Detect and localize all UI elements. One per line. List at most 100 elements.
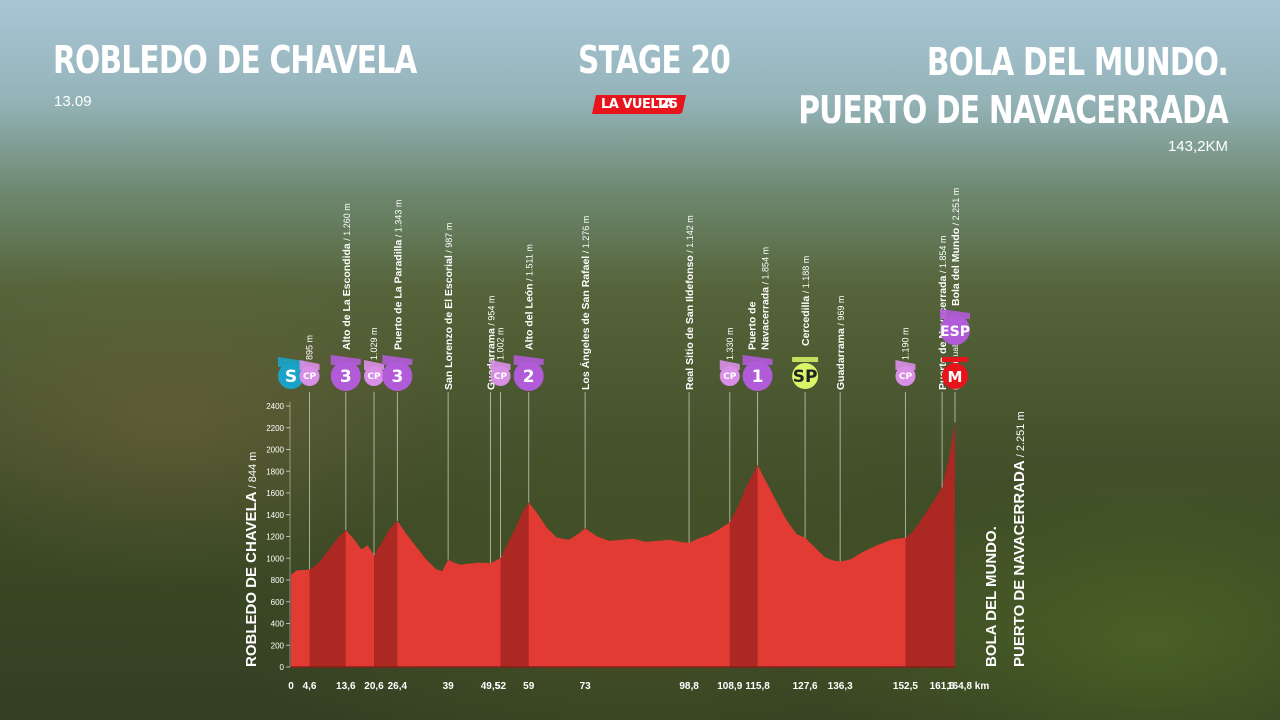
point-altitude: / 1.511 m: [525, 244, 535, 283]
point-altitude-only: 1.330 m: [725, 327, 735, 360]
badge-text: CP: [723, 372, 737, 382]
point-altitude: / 1.854 m: [938, 236, 948, 276]
finish-vertical-label-line1: BOLA DEL MUNDO.: [983, 526, 1000, 667]
badge-shape: [792, 363, 819, 389]
stage-date: 13.09: [54, 93, 92, 110]
point-badge-cp: CP: [364, 360, 384, 386]
point-label: Bola del Mundo / 2.251 m: [950, 188, 962, 306]
point-badge-sp: SP: [792, 357, 819, 389]
x-tick-label: 161,6: [930, 681, 955, 692]
badge-flag: [940, 309, 970, 319]
x-tick-label: 73: [580, 681, 592, 692]
point-label: Alto del León / 1.511 m: [524, 244, 536, 350]
climb-segment-shade: [309, 422, 346, 667]
badge-shape: [719, 366, 740, 386]
point-name: Navacerrada: [760, 287, 772, 350]
point-name: Real Sitio de San Ildefonso: [684, 255, 696, 390]
x-tick-label: 26,4: [388, 681, 408, 692]
point-label: Cercedilla / 1.188 m: [800, 256, 812, 346]
start-town-altitude: / 844 m: [247, 452, 259, 492]
badge-text: CP: [494, 372, 508, 382]
x-tick-label: 49,5: [481, 681, 501, 692]
badge-shape: [330, 361, 361, 391]
finish-badge-checker: [942, 357, 968, 362]
x-tick-label: 20,6: [364, 681, 384, 692]
point-name: Alto de La Escondida: [341, 243, 353, 350]
badge-shape: [940, 315, 970, 345]
point-name: San Lorenzo de El Escorial: [443, 255, 455, 390]
badge-flag: [513, 355, 544, 365]
badge-text: 2: [523, 367, 535, 387]
x-tick-label: 127,6: [793, 681, 818, 692]
y-tick-label: 400: [271, 620, 285, 629]
badge-flag: [742, 355, 773, 365]
x-tick-label: 13,6: [336, 681, 356, 692]
elevation-profile-area: [291, 422, 955, 667]
badge-shape: [895, 366, 916, 386]
point-badge-cp: CP: [299, 360, 320, 386]
point-label: Guadarrama / 969 m: [835, 296, 847, 390]
x-tick-label: 136,3: [828, 681, 853, 692]
finish-badge-text: M: [948, 368, 963, 386]
point-label: San Lorenzo de El Escorial / 987 m: [443, 223, 455, 390]
x-tick-label: 0: [288, 681, 294, 692]
point-badge-cp: CP: [490, 360, 511, 386]
badge-shape: [490, 366, 511, 386]
y-tick-label: 1000: [266, 554, 284, 563]
start-town-title: ROBLEDO DE CHAVELA: [53, 38, 417, 82]
x-tick-label: 52: [495, 681, 507, 692]
y-tick-label: 600: [271, 598, 285, 607]
point-altitude-only: 895 m: [305, 335, 315, 360]
finish-badge-shape: [942, 363, 968, 389]
point-name: Puerto de La Paradilla: [392, 240, 404, 350]
point-altitude-only: 1.002 m: [496, 327, 506, 360]
finish-altitude: / 2.251 m: [1015, 411, 1027, 460]
point-altitude: / 1.343 m: [393, 200, 403, 240]
point-altitude: / 1.276 m: [581, 216, 591, 256]
badge-text: 3: [340, 367, 352, 387]
y-tick-label: 1400: [266, 511, 284, 520]
x-tick-label: 152,5: [893, 681, 918, 692]
point-name: Alto del León: [524, 284, 536, 351]
x-tick-label: 98,8: [679, 681, 699, 692]
point-altitude: / 2.251 m: [951, 188, 961, 228]
point-badge-cp: CP: [895, 360, 916, 386]
badge-shape: [382, 361, 413, 391]
badge-flag: [278, 357, 304, 367]
finish-title-line1: BOLA DEL MUNDO.: [926, 40, 1229, 84]
stage-title: STAGE 20: [578, 38, 731, 82]
badge-shape: [278, 363, 304, 389]
x-tick-label: 4,6: [303, 681, 317, 692]
point-name-line1: Puerto de: [747, 301, 759, 350]
point-name: Guadarrama: [835, 328, 847, 390]
finish-vertical-label-line2: PUERTO DE NAVACERRADA / 2.251 m: [1011, 411, 1028, 667]
point-altitude: / 987 m: [444, 223, 454, 256]
y-tick-label: 2200: [266, 424, 284, 433]
finish-title-line2: PUERTO DE NAVACERRADA: [798, 88, 1229, 132]
point-altitude: / 1.142 m: [685, 215, 695, 255]
point-name: Bola del Mundo: [950, 228, 962, 306]
point-altitude: / 1.260 m: [342, 203, 352, 243]
finish-title: BOLA DEL MUNDO. PUERTO DE NAVACERRADA: [677, 38, 1229, 134]
point-badge-3: 3: [382, 355, 413, 391]
point-altitude: / 954 m: [486, 296, 496, 329]
point-label: Los Ángeles de San Rafael / 1.276 m: [579, 216, 592, 390]
point-badge-1: 1: [742, 355, 773, 391]
badge-shape: [742, 361, 773, 391]
point-label: Real Sitio de San Ildefonso / 1.142 m: [684, 215, 696, 390]
point-altitude: / 969 m: [836, 296, 846, 329]
start-town-name: ROBLEDO DE CHAVELA: [243, 491, 260, 667]
y-tick-label: 800: [271, 576, 285, 585]
badge-text: 1: [752, 367, 764, 387]
stage-distance: 143,2KM: [1167, 138, 1228, 155]
badge-stripe: [792, 357, 819, 362]
point-label: Puerto de La Paradilla / 1.343 m: [392, 200, 404, 350]
x-tick-label: 59: [523, 681, 535, 692]
x-tick-label: 39: [443, 681, 455, 692]
x-tick-label: 115,8: [745, 681, 770, 692]
point-badge-2: 2: [513, 355, 544, 391]
y-tick-label: 1800: [266, 467, 284, 476]
point-altitude: / 1.854 m: [761, 247, 771, 287]
badge-text: 3: [391, 367, 403, 387]
